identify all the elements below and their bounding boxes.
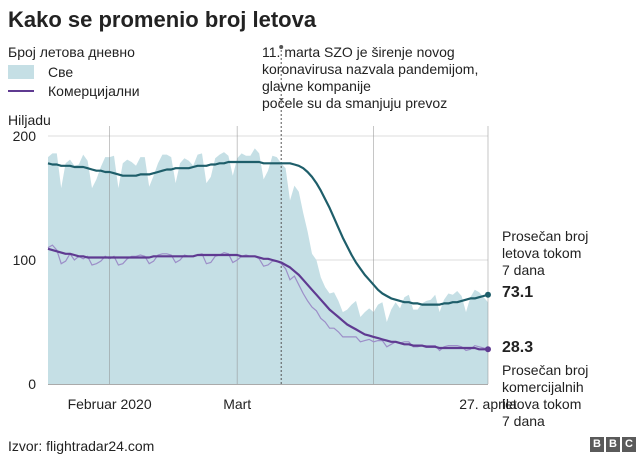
tick-labels: 0 100 200 Februar 2020 Mart 27. aprila — [13, 128, 517, 412]
pandemic-annotation: 11. marta SZO je širenje novog koronavir… — [262, 44, 478, 112]
all-average-label-line: 7 dana — [502, 262, 545, 278]
source-credit: Izvor: flightradar24.com — [8, 438, 155, 454]
legend-label-commercial: Комерцијални — [48, 83, 140, 99]
commercial-daily-line — [47, 244, 489, 352]
y-tick-label: 200 — [13, 128, 37, 144]
bbc-logo: B B C — [590, 437, 636, 452]
y-axis-unit: Hiljadu — [8, 112, 51, 128]
commercial-average-label-line: letova tokom — [502, 396, 582, 412]
commercial-average-label-line: komercijalnih — [502, 379, 584, 395]
commercial-average-label-line: Prosečan broj — [502, 362, 589, 378]
legend-item-commercial: Комерцијални — [8, 82, 140, 100]
commercial-average-line — [47, 247, 488, 351]
y-tick-label: 0 — [28, 376, 36, 392]
legend-swatch-all — [8, 65, 34, 79]
x-tick-label: 27. aprila — [459, 396, 517, 412]
commercial-average-label-line: 7 dana — [502, 413, 545, 429]
commercial-average-label: Prosečan broj komercijalnih letova tokom… — [502, 362, 588, 430]
page-title: Kako se promenio broj letova — [8, 7, 317, 32]
x-tick-label: Februar 2020 — [68, 396, 152, 412]
bbc-logo-letter: B — [590, 437, 604, 452]
series-lines — [47, 160, 491, 353]
annotation-line: koronavirusa nazvala pandemijom, — [262, 61, 479, 77]
all-average-line — [47, 160, 489, 306]
x-tick-label: Mart — [223, 396, 251, 412]
legend-swatch-commercial — [8, 90, 34, 92]
all-average-value: 73.1 — [502, 284, 534, 301]
annotation-line: glavne kompanije — [262, 78, 371, 94]
bbc-logo-letter: B — [606, 437, 620, 452]
legend-heading: Број летова дневно — [8, 44, 135, 60]
all-average-end-dot — [485, 291, 491, 298]
all-flights-area — [48, 148, 488, 384]
bbc-logo-letter: C — [622, 437, 636, 452]
all-average-label-line: Prosečan broj — [502, 228, 589, 244]
annotation-line: počele su da smanjuju prevoz — [262, 95, 448, 111]
commercial-average-value: 28.3 — [502, 339, 534, 356]
annotation-line: 11. marta SZO je širenje novog — [262, 44, 455, 60]
legend-item-all: Све — [8, 63, 73, 81]
all-average-label: Prosečan broj letova tokom 7 dana — [502, 228, 588, 279]
y-tick-label: 100 — [13, 252, 37, 268]
all-flights-area-layer — [48, 148, 488, 384]
legend-label-all: Све — [48, 64, 74, 80]
all-average-label-line: letova tokom — [502, 245, 582, 261]
commercial-average-end-dot — [485, 346, 491, 353]
annotation-marker-dot — [279, 45, 284, 49]
